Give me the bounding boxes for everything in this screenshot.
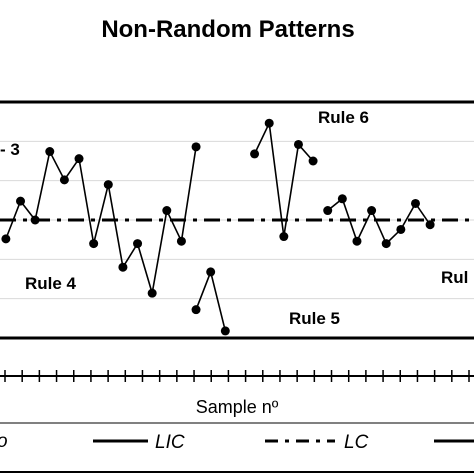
series-line-4: [327, 197, 431, 245]
data-point: [381, 239, 391, 249]
data-point: [396, 224, 406, 234]
legend-label-0: o: [0, 431, 8, 452]
annotation-rule-7: Rul: [441, 268, 468, 287]
data-point: [308, 156, 318, 166]
data-point: [191, 305, 201, 315]
data-point: [279, 232, 289, 242]
data-point: [206, 267, 216, 277]
data-point: [176, 236, 186, 246]
legend-label-lc: LC: [344, 432, 369, 453]
data-point: [133, 239, 143, 249]
data-point: [103, 180, 113, 190]
data-point: [89, 239, 99, 249]
data-point: [30, 215, 40, 225]
data-point: [410, 198, 420, 208]
series-group: [1, 118, 435, 336]
x-axis-label: Sample nº: [196, 397, 279, 417]
data-point: [45, 147, 55, 157]
data-point: [293, 139, 303, 149]
annotation-rule-3: - 3: [0, 140, 20, 159]
legend-label-lic: LIC: [155, 432, 185, 453]
data-point: [118, 262, 128, 272]
annotation-rule-4: Rule 4: [25, 274, 77, 293]
data-point: [59, 175, 69, 185]
x-ticks: [4, 370, 470, 382]
data-point: [264, 118, 274, 128]
data-point: [337, 194, 347, 204]
data-point: [16, 196, 26, 206]
data-point: [162, 206, 172, 216]
series-line-1: [5, 146, 197, 294]
annotation-rule-6: Rule 6: [318, 108, 369, 127]
legend: o LIC LC: [0, 431, 474, 453]
series-line-2: [195, 269, 227, 332]
data-point: [74, 154, 84, 164]
data-point: [191, 142, 201, 152]
data-point: [147, 288, 157, 298]
data-point: [1, 234, 11, 244]
data-point: [323, 206, 333, 216]
data-point: [220, 326, 230, 336]
data-point: [250, 149, 260, 159]
data-point: [367, 206, 377, 216]
annotation-rule-5: Rule 5: [289, 309, 340, 328]
chart-title: Non-Random Patterns: [101, 16, 354, 43]
data-point: [352, 236, 362, 246]
data-point: [425, 220, 435, 230]
